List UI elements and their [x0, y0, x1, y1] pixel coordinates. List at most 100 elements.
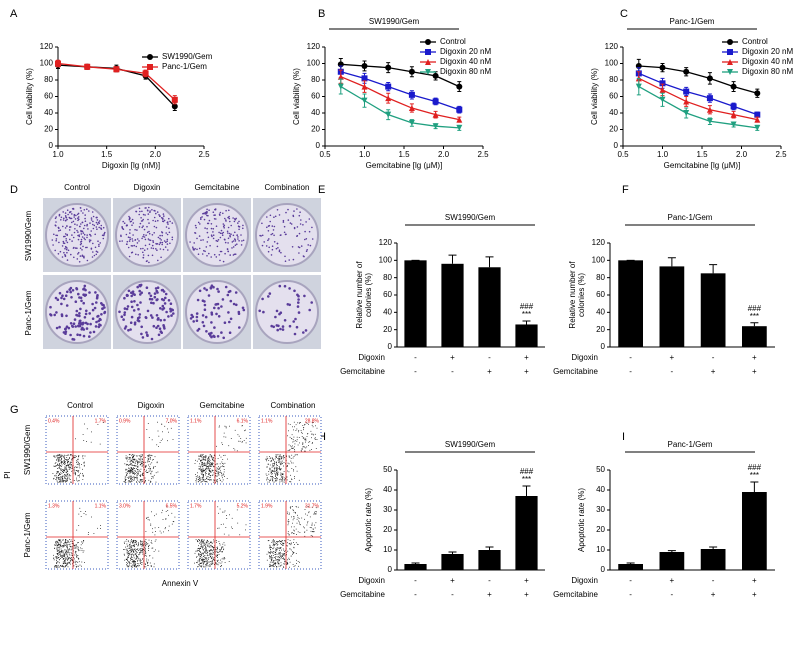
event — [67, 552, 68, 553]
event — [208, 559, 209, 560]
event — [280, 475, 281, 476]
event — [78, 549, 79, 550]
colony — [71, 222, 73, 224]
event — [227, 459, 228, 460]
colony — [73, 216, 75, 218]
colony — [58, 253, 60, 255]
colony — [291, 223, 293, 225]
colony — [65, 233, 67, 235]
colony — [130, 300, 133, 303]
event — [273, 471, 274, 472]
colony — [238, 326, 241, 329]
event — [139, 455, 140, 456]
event — [275, 459, 276, 460]
y-tick-label: 120 — [379, 238, 393, 247]
event — [59, 553, 60, 554]
marker — [754, 90, 760, 96]
colony — [85, 294, 88, 297]
colony — [172, 312, 175, 315]
event — [201, 546, 202, 547]
event — [207, 564, 208, 565]
event — [274, 544, 275, 545]
event — [279, 564, 280, 565]
event — [76, 566, 77, 567]
colony — [55, 240, 57, 242]
event — [149, 556, 150, 557]
colony — [235, 240, 237, 242]
event — [133, 555, 134, 556]
event — [204, 559, 205, 560]
event — [277, 478, 278, 479]
colony — [284, 255, 286, 257]
event — [56, 476, 57, 477]
colony — [76, 310, 79, 313]
error-bar — [709, 265, 717, 274]
marker — [456, 107, 462, 113]
colony — [63, 219, 65, 221]
event — [292, 506, 293, 507]
error-bar — [523, 321, 531, 324]
event — [148, 423, 149, 424]
colony — [96, 296, 99, 299]
event — [202, 466, 203, 467]
event — [67, 471, 68, 472]
colony — [99, 242, 101, 244]
event — [201, 566, 202, 567]
event — [146, 518, 147, 519]
colony — [224, 218, 226, 220]
event — [220, 470, 221, 471]
colony — [164, 220, 166, 222]
event — [142, 546, 143, 547]
event — [76, 545, 77, 546]
event — [270, 469, 271, 470]
event — [282, 543, 283, 544]
colony — [297, 235, 299, 237]
colony — [82, 212, 84, 214]
colony — [79, 308, 82, 311]
event — [137, 462, 138, 463]
event — [74, 456, 75, 457]
y-tick-label: 50 — [383, 465, 392, 474]
event — [57, 551, 58, 552]
event — [131, 459, 132, 460]
event — [211, 557, 212, 558]
event — [132, 479, 133, 480]
event — [69, 544, 70, 545]
event — [201, 567, 202, 568]
event — [244, 430, 245, 431]
event — [204, 481, 205, 482]
event — [63, 456, 64, 457]
bar — [478, 550, 500, 570]
event — [307, 434, 308, 435]
event — [217, 482, 218, 483]
event — [61, 458, 62, 459]
bar — [701, 273, 726, 347]
colony — [52, 244, 54, 246]
event — [71, 540, 72, 541]
event — [201, 566, 202, 567]
event — [65, 482, 66, 483]
colony — [72, 208, 74, 210]
colony — [258, 310, 261, 313]
event — [140, 479, 141, 480]
event — [64, 457, 65, 458]
event — [200, 556, 201, 557]
plate — [256, 281, 318, 343]
event — [142, 481, 143, 482]
colony — [196, 238, 198, 240]
event — [129, 545, 130, 546]
event — [134, 545, 135, 546]
event — [266, 474, 267, 475]
event — [56, 565, 57, 566]
colony — [89, 234, 91, 236]
event — [304, 439, 305, 440]
colony — [200, 217, 202, 219]
event — [71, 471, 72, 472]
event — [83, 476, 84, 477]
event — [274, 471, 275, 472]
event — [60, 554, 61, 555]
colony — [84, 218, 86, 220]
event — [269, 480, 270, 481]
event — [302, 449, 303, 450]
event — [147, 462, 148, 463]
